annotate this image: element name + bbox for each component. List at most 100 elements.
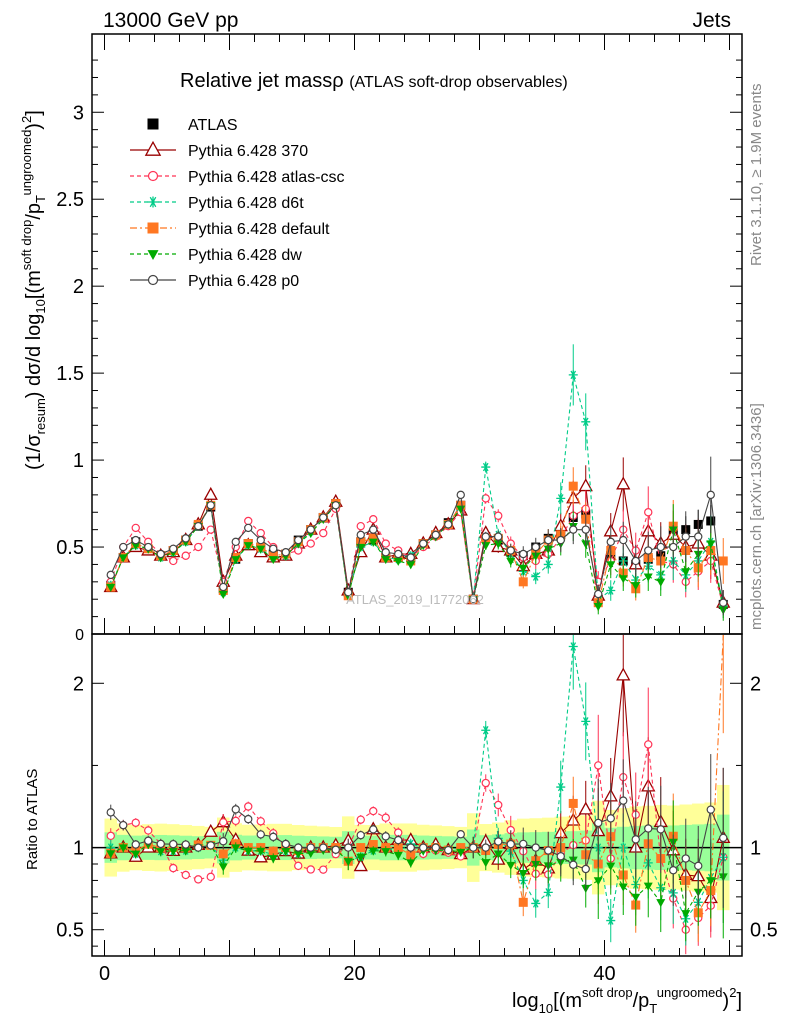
ratio-point (494, 800, 503, 810)
ratio-point (406, 850, 416, 860)
ratio-point (218, 849, 228, 859)
data-point (719, 598, 728, 607)
data-point (281, 548, 290, 557)
ratio-point (306, 849, 316, 858)
data-point (144, 542, 153, 552)
series-ratio-line (110, 744, 724, 931)
data-point (319, 513, 328, 522)
ratio-point (631, 835, 640, 844)
ratio-point (481, 725, 491, 735)
data-point (669, 542, 678, 552)
data-point (169, 556, 178, 566)
ratio-point (506, 839, 515, 849)
x-tick-label: 0 (99, 963, 110, 985)
data-point (256, 528, 265, 538)
ratio-point (218, 863, 228, 872)
legend-item-3: Pythia 6.428 d6t (130, 195, 304, 212)
ratio-point (481, 859, 491, 868)
ratio-point (331, 845, 340, 854)
data-point (506, 546, 515, 555)
ratio-point (444, 845, 453, 855)
data-point (194, 521, 203, 531)
data-point (203, 486, 218, 500)
ratio-point (144, 836, 153, 845)
ratio-point (106, 850, 116, 859)
legend-label: ATLAS (188, 117, 238, 134)
ratio-y-tick-label: 0.5 (56, 920, 84, 942)
series-line (110, 374, 724, 607)
ratio-point (531, 898, 541, 908)
data-point (431, 530, 440, 540)
legend-marker (144, 140, 162, 156)
ratio-point (581, 716, 591, 726)
ratio-point (556, 782, 566, 792)
ratio-y-tick-label-right: 1 (750, 838, 761, 860)
ratio-point (119, 820, 128, 830)
ratio-point (344, 843, 353, 852)
data-point (481, 462, 491, 472)
data-point (156, 549, 165, 559)
data-point (694, 532, 703, 541)
ratio-point (256, 847, 266, 856)
ratio-point (593, 877, 603, 886)
data-point (381, 556, 391, 565)
ratio-point (343, 858, 353, 867)
x-tick-label: 20 (343, 963, 365, 985)
data-point (481, 494, 490, 503)
ratio-point (306, 865, 315, 874)
data-point (481, 542, 491, 551)
data-point (131, 542, 141, 551)
data-point (593, 603, 603, 612)
data-point (219, 582, 228, 592)
ratio-point (393, 851, 403, 860)
ratio-point (406, 843, 415, 852)
data-point (456, 500, 466, 510)
axes-ticks: 0.511.522.530.5 0.51 12 20 20 400 (56, 34, 778, 985)
ratio-point (506, 861, 516, 870)
side-label-mcplots: mcplots.cern.ch [arXiv:1306.3436] (748, 403, 765, 630)
ratio-point (253, 849, 268, 863)
ratio-point (719, 833, 728, 843)
ratio-point (594, 761, 603, 770)
data-point (206, 501, 215, 510)
ratio-point (181, 847, 191, 856)
data-point (268, 556, 278, 565)
ratio-point (319, 843, 328, 852)
data-point (243, 542, 253, 551)
ratio-point (406, 859, 416, 868)
title-main: Relative jet massρ (180, 70, 344, 92)
data-point (306, 525, 315, 534)
ratio-point (669, 866, 678, 875)
y-tick-label: 3 (73, 102, 84, 124)
ratio-point (106, 831, 115, 841)
legend-item-0: ATLAS (147, 117, 238, 134)
ratio-point (531, 843, 540, 852)
data-point (169, 544, 178, 553)
ratio-point (393, 843, 403, 853)
ratio-point (306, 843, 315, 852)
ratio-point (419, 843, 428, 852)
series-line (110, 496, 724, 607)
data-point (356, 521, 365, 531)
ratio-point (493, 850, 503, 859)
ratio-point (594, 818, 603, 828)
data-point (368, 538, 378, 547)
ratio-point (118, 844, 128, 853)
data-point (268, 551, 278, 561)
data-point (616, 476, 631, 490)
data-point (131, 523, 140, 533)
ratio-point (706, 877, 716, 886)
data-point (256, 535, 265, 545)
data-point (644, 546, 653, 555)
legend-marker (147, 250, 159, 261)
ratio-point (578, 801, 593, 815)
ratio-point (618, 883, 628, 892)
data-point (556, 493, 566, 503)
ratio-point (456, 830, 465, 839)
ratio-point (469, 843, 478, 852)
ratio-y-tick-label: 1 (73, 838, 84, 860)
data-point (569, 525, 578, 534)
ratio-point (244, 814, 253, 824)
legend-label: Pythia 6.428 atlas-csc (188, 169, 345, 186)
ratio-point (381, 832, 390, 841)
